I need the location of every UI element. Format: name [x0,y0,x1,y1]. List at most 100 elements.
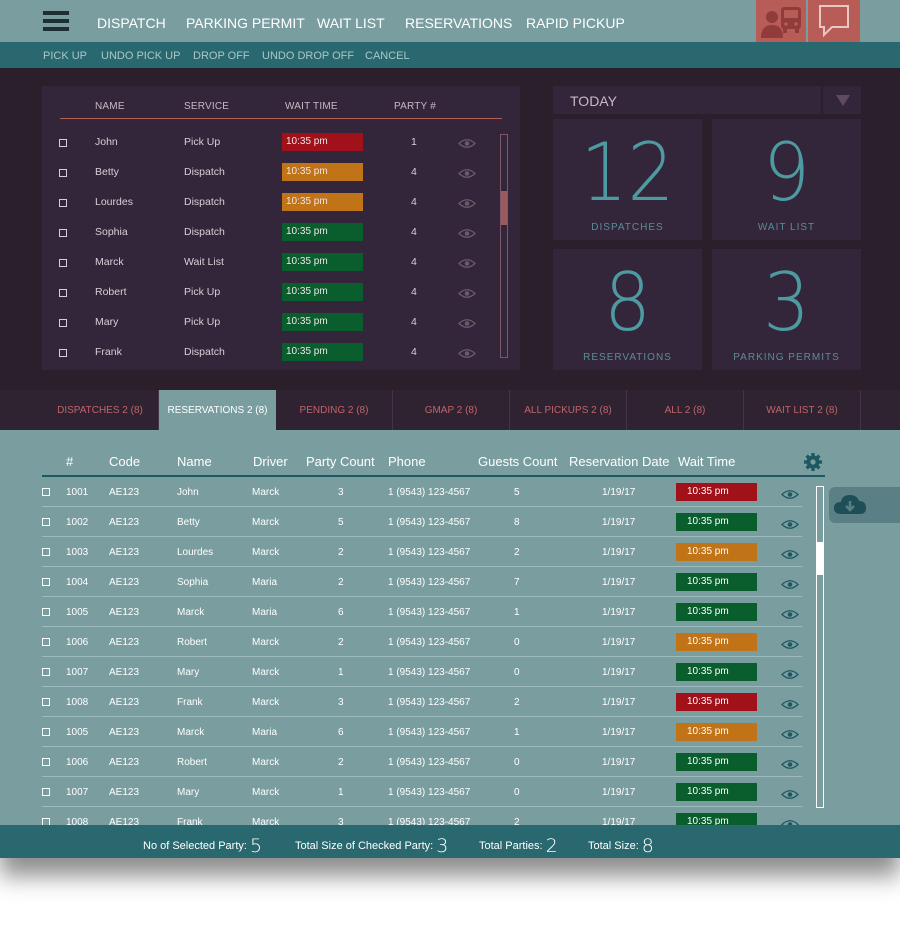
row-checkbox[interactable] [59,289,67,297]
row-checkbox[interactable] [42,668,50,676]
queue-row[interactable]: Betty Dispatch 10:35 pm 4 [42,161,520,191]
eye-icon[interactable] [458,196,476,214]
pick-up-action[interactable]: PICK UP [43,50,88,62]
row-checkbox[interactable] [42,488,50,496]
row-checkbox[interactable] [59,139,67,147]
row-checkbox[interactable] [42,638,50,646]
nav-reservations[interactable]: RESERVATIONS [405,15,513,31]
table-row[interactable]: 1007 AE123 Mary Marck 1 1 (9543) 123-4567 0 1/1… [42,657,802,687]
row-checkbox[interactable] [42,578,50,586]
eye-icon[interactable] [781,727,799,745]
row-checkbox[interactable] [59,199,67,207]
period-dropdown[interactable]: TODAY [553,86,861,114]
table-row[interactable]: 1008 AE123 Frank Marck 3 1 (9543) 123-4567 2 1/… [42,807,802,825]
chat-bubble-icon[interactable] [808,0,860,42]
row-checkbox[interactable] [42,788,50,796]
table-scrollbar[interactable] [816,486,824,808]
queue-scrollbar[interactable] [500,134,508,358]
row-checkbox[interactable] [42,728,50,736]
nav-parking-permit[interactable]: PARKING PERMIT [186,15,305,31]
table-row[interactable]: 1003 AE123 Lourdes Marck 2 1 (9543) 123-4567 2… [42,537,802,567]
queue-row[interactable]: Mary Pick Up 10:35 pm 4 [42,311,520,341]
row-checkbox[interactable] [59,169,67,177]
row-checkbox[interactable] [42,758,50,766]
undo-pick-up-action[interactable]: UNDO PICK UP [101,50,181,62]
table-row[interactable]: 1004 AE123 Sophia Maria 2 1 (9543) 123-4567 7 1… [42,567,802,597]
tab-wait-list[interactable]: WAIT LIST 2 (8) [744,390,861,430]
tab-dispatches[interactable]: DISPATCHES 2 (8) [42,390,159,430]
col-header-wait-time[interactable]: Wait Time [678,454,736,469]
eye-icon[interactable] [781,547,799,565]
cancel-action[interactable]: CANCEL [365,50,410,62]
table-row[interactable]: 1008 AE123 Frank Marck 3 1 (9543) 123-4567 2 1/… [42,687,802,717]
eye-icon[interactable] [781,667,799,685]
row-checkbox[interactable] [59,349,67,357]
stat-reservations[interactable]: 8 RESERVATIONS [553,249,702,370]
table-row[interactable]: 1001 AE123 John Marck 3 1 (9543) 123-4567 5 1/1… [42,477,802,507]
eye-icon[interactable] [458,316,476,334]
nav-wait-list[interactable]: WAIT LIST [317,15,385,31]
table-row[interactable]: 1002 AE123 Betty Marck 5 1 (9543) 123-4567 8 1/… [42,507,802,537]
eye-icon[interactable] [781,487,799,505]
row-checkbox[interactable] [59,259,67,267]
row-checkbox[interactable] [42,548,50,556]
tab-reservations[interactable]: RESERVATIONS 2 (8) [159,390,276,430]
user-bus-icon[interactable] [756,0,806,42]
tab-all-pickups[interactable]: ALL PICKUPS 2 (8) [510,390,627,430]
eye-icon[interactable] [458,256,476,274]
eye-icon[interactable] [781,577,799,595]
row-checkbox[interactable] [42,698,50,706]
row-checkbox[interactable] [59,319,67,327]
eye-icon[interactable] [781,787,799,805]
eye-icon[interactable] [781,637,799,655]
nav-dispatch[interactable]: DISPATCH [97,15,166,31]
col-header-driver[interactable]: Driver [253,454,288,469]
col-header-id[interactable]: # [66,454,74,469]
queue-scroll-thumb[interactable] [501,191,507,225]
queue-row[interactable]: Robert Pick Up 10:35 pm 4 [42,281,520,311]
col-header-reservation-date[interactable]: Reservation Date [569,454,670,469]
eye-icon[interactable] [458,166,476,184]
cloud-download-icon[interactable] [829,487,900,523]
hamburger-icon[interactable] [43,11,69,31]
tab-gmap[interactable]: GMAP 2 (8) [393,390,510,430]
undo-drop-off-action[interactable]: UNDO DROP OFF [262,50,355,62]
table-row[interactable]: 1005 AE123 Marck Maria 6 1 (9543) 123-4567 1 1/… [42,717,802,747]
eye-icon[interactable] [458,346,476,364]
queue-row[interactable]: Frank Dispatch 10:35 pm 4 [42,341,520,371]
tab-all[interactable]: ALL 2 (8) [627,390,744,430]
eye-icon[interactable] [781,607,799,625]
eye-icon[interactable] [781,697,799,715]
row-checkbox[interactable] [42,818,50,825]
stat-wait-list[interactable]: 9 WAIT LIST [712,119,861,240]
table-row[interactable]: 1005 AE123 Marck Maria 6 1 (9543) 123-4567 1 1/… [42,597,802,627]
eye-icon[interactable] [781,817,799,825]
eye-icon[interactable] [458,226,476,244]
col-header-code[interactable]: Code [109,454,141,469]
gear-icon[interactable] [803,452,823,477]
queue-row[interactable]: John Pick Up 10:35 pm 1 [42,131,520,161]
eye-icon[interactable] [781,517,799,535]
stat-parking-permits[interactable]: 3 PARKING PERMITS [712,249,861,370]
queue-row[interactable]: Lourdes Dispatch 10:35 pm 4 [42,191,520,221]
row-checkbox[interactable] [59,229,67,237]
drop-off-action[interactable]: DROP OFF [193,50,250,62]
stat-dispatches[interactable]: 12 DISPATCHES [553,119,702,240]
col-header-party-count[interactable]: Party Count [306,454,375,469]
eye-icon[interactable] [458,136,476,154]
queue-row[interactable]: Sophia Dispatch 10:35 pm 4 [42,221,520,251]
nav-rapid-pickup[interactable]: RAPID PICKUP [526,15,625,31]
eye-icon[interactable] [458,286,476,304]
row-checkbox[interactable] [42,518,50,526]
table-row[interactable]: 1006 AE123 Robert Marck 2 1 (9543) 123-4567 0 1… [42,627,802,657]
table-scroll-thumb[interactable] [817,542,823,575]
tab-pending[interactable]: PENDING 2 (8) [276,390,393,430]
caret-down-icon[interactable] [821,86,861,114]
row-checkbox[interactable] [42,608,50,616]
queue-row[interactable]: Marck Wait List 10:35 pm 4 [42,251,520,281]
col-header-name[interactable]: Name [177,454,212,469]
table-row[interactable]: 1007 AE123 Mary Marck 1 1 (9543) 123-4567 0 1/1… [42,777,802,807]
col-header-phone[interactable]: Phone [388,454,426,469]
col-header-guests-count[interactable]: Guests Count [478,454,558,469]
table-row[interactable]: 1006 AE123 Robert Marck 2 1 (9543) 123-4567 0 1… [42,747,802,777]
